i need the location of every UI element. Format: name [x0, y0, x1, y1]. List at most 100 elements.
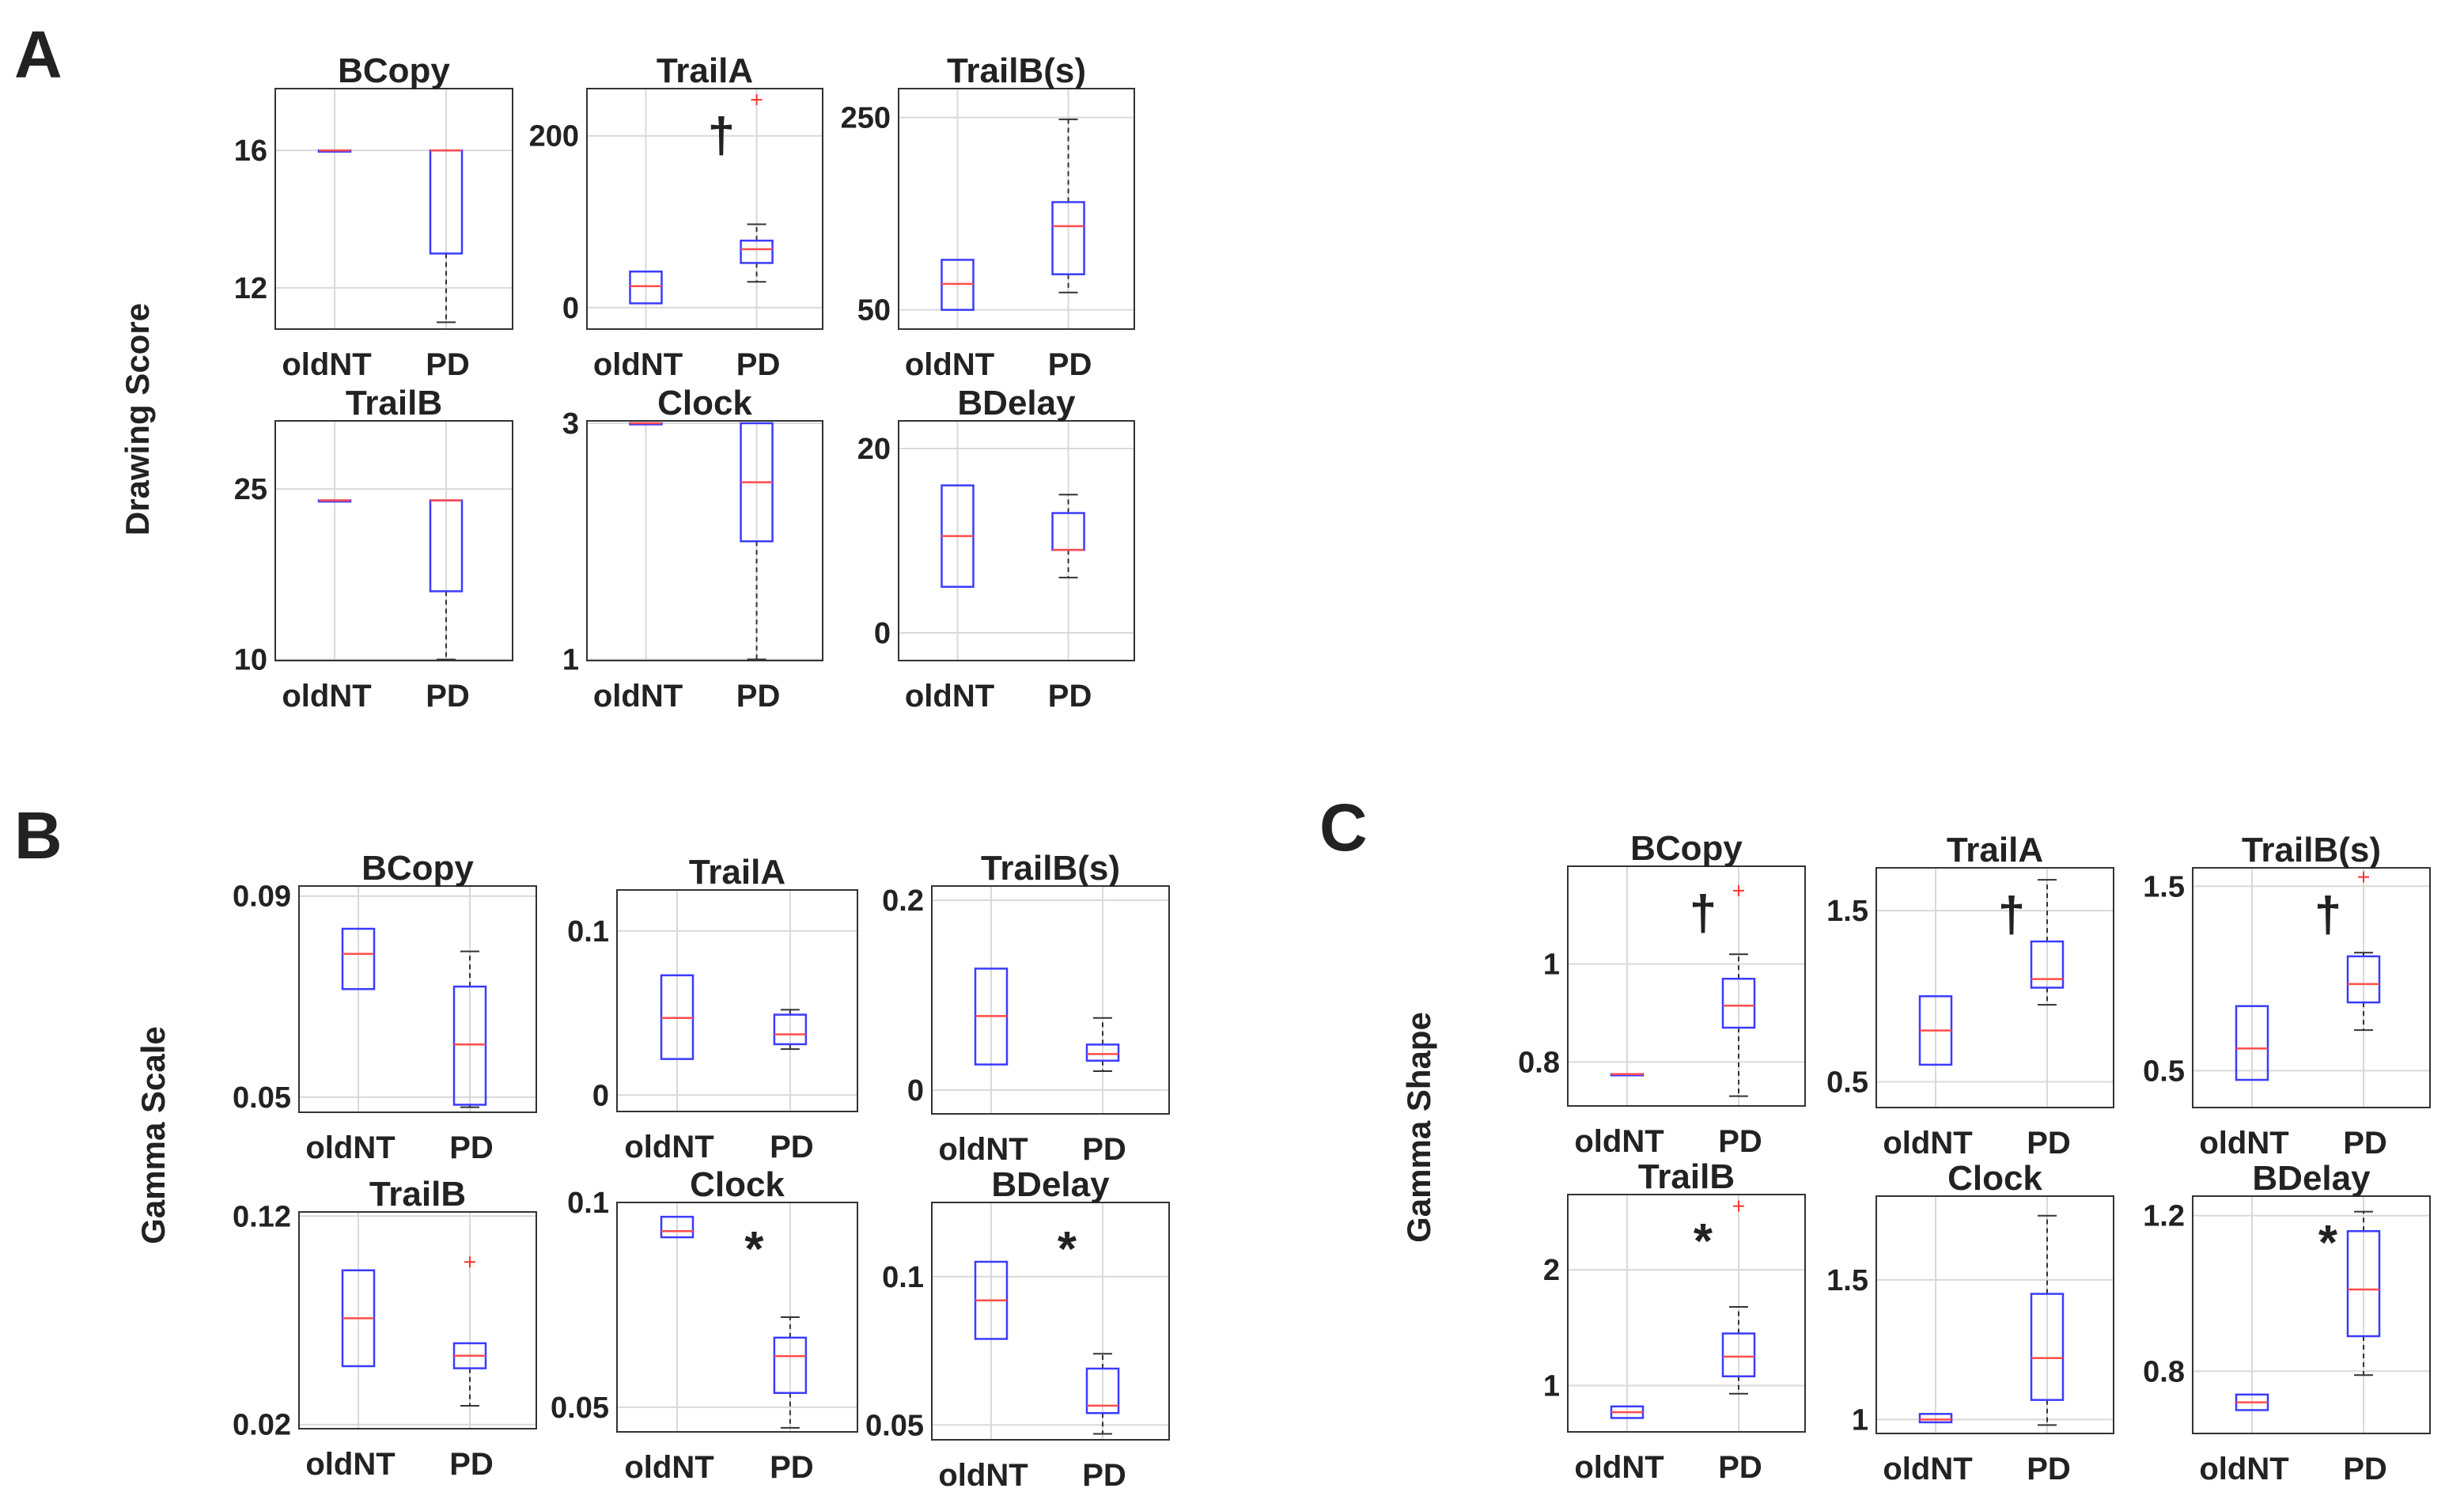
x-category-label: PD	[449, 1447, 494, 1482]
subplot-title: TrailB	[1638, 1157, 1735, 1196]
subplot-title: Clock	[657, 384, 752, 422]
box-oldnt	[629, 271, 663, 305]
box-pd	[2346, 1230, 2381, 1338]
outlier-pd	[1733, 1200, 1744, 1212]
significance-marker: †	[1690, 886, 1716, 941]
x-category-label: PD	[1718, 1450, 1762, 1485]
x-category-label: oldNT	[905, 679, 994, 714]
outlier-pd	[751, 94, 763, 106]
box-pd	[2346, 955, 2381, 1004]
box-pd	[740, 239, 774, 264]
box-oldnt	[2235, 1005, 2269, 1081]
axes-frame	[586, 88, 823, 330]
box-pd	[2030, 940, 2065, 989]
y-tick-label: 1.5	[2143, 870, 2185, 903]
axes-frame	[1567, 1194, 1806, 1433]
significance-marker: †	[1998, 888, 2025, 942]
axes-frame	[1875, 867, 2114, 1108]
box-pd	[1085, 1043, 1120, 1062]
y-tick-label: 0.8	[2143, 1355, 2185, 1388]
x-category-label: oldNT	[938, 1458, 1028, 1492]
subplot-b-bdelay: 0.05 0.1 oldNT PD BDelay *	[865, 1165, 1170, 1492]
x-category-label: PD	[1718, 1124, 1762, 1159]
subplot-c-trailb: 1 2 oldNT PD TrailB *	[1543, 1157, 1806, 1485]
y-tick-label: 0.5	[2143, 1055, 2185, 1088]
x-category-label: oldNT	[2199, 1126, 2288, 1161]
subplot-b-trailb-s-: 0 0.2 oldNT PD TrailB(s)	[882, 849, 1170, 1167]
box-oldnt	[660, 1215, 695, 1239]
subplot-title: TrailA	[657, 51, 753, 90]
x-category-label: PD	[2027, 1452, 2071, 1486]
axes-frame	[586, 420, 823, 661]
significance-marker: *	[1058, 1222, 1077, 1277]
x-category-label: oldNT	[282, 679, 371, 714]
subplot-title: TrailA	[689, 853, 785, 892]
x-category-label: PD	[736, 679, 781, 714]
subplot-title: Clock	[1947, 1159, 2042, 1198]
y-tick-label: 20	[857, 433, 891, 466]
subplot-c-trailb-s-: 0.5 1.5 oldNT PD TrailB(s) †	[2143, 831, 2431, 1161]
x-category-label: PD	[2343, 1126, 2387, 1161]
subplot-b-clock: 0.05 0.1 oldNT PD Clock *	[551, 1165, 858, 1485]
axes-frame	[931, 1202, 1170, 1441]
y-tick-label: 2	[1543, 1254, 1560, 1287]
x-category-label: PD	[426, 679, 470, 714]
x-category-label: oldNT	[1883, 1126, 1972, 1161]
subplot-title: BCopy	[1630, 829, 1743, 868]
x-category-label: PD	[2027, 1126, 2071, 1161]
x-category-label: PD	[2343, 1452, 2387, 1486]
box-pd	[1721, 977, 1756, 1029]
axes-frame	[616, 1202, 858, 1433]
ylabel-drawing-score: Drawing Score	[119, 303, 156, 536]
y-tick-label: 3	[562, 407, 579, 441]
y-tick-label: 16	[234, 134, 267, 168]
x-category-label: oldNT	[282, 347, 371, 382]
x-category-label: oldNT	[305, 1447, 395, 1482]
x-category-label: oldNT	[593, 347, 683, 382]
y-tick-label: 1.2	[2143, 1200, 2185, 1233]
significance-marker: †	[2314, 888, 2341, 942]
y-tick-label: 0.1	[567, 915, 609, 949]
x-category-label: oldNT	[905, 347, 994, 382]
axes-frame	[898, 420, 1135, 661]
outlier-pd	[464, 1256, 475, 1268]
y-tick-label: 0	[592, 1079, 609, 1112]
box-oldnt	[341, 927, 376, 990]
x-category-label: PD	[1048, 347, 1092, 382]
subplot-title: BDelay	[991, 1165, 1110, 1204]
x-category-label: PD	[426, 347, 470, 382]
y-tick-label: 0.02	[233, 1409, 291, 1442]
subplot-a-trailb-s-: 50 250 oldNT PD TrailB(s)	[841, 51, 1135, 382]
subplot-a-clock: 1 3 oldNT PD Clock	[562, 384, 823, 714]
x-category-label: PD	[449, 1130, 494, 1165]
axes-frame	[274, 420, 513, 661]
outlier-pd	[1733, 884, 1744, 896]
panel-letter-a: A	[14, 17, 62, 92]
panel-letter-c: C	[1319, 790, 1368, 865]
axes-frame	[274, 88, 513, 330]
x-category-label: oldNT	[593, 679, 683, 714]
y-tick-label: 50	[857, 294, 891, 328]
box-pd	[2030, 1293, 2065, 1401]
subplot-title: TrailB(s)	[2242, 831, 2381, 869]
axes-frame	[931, 885, 1170, 1115]
x-category-label: PD	[1048, 679, 1092, 714]
axes-frame	[1567, 865, 1806, 1107]
box-pd	[773, 1336, 808, 1395]
significance-marker: *	[744, 1222, 764, 1277]
ylabel-gamma-shape: Gamma Shape	[1400, 1012, 1437, 1243]
significance-marker: *	[2318, 1216, 2338, 1270]
subplot-b-bcopy: 0.05 0.09 oldNT PD BCopy	[233, 849, 537, 1165]
y-tick-label: 0.1	[567, 1187, 609, 1220]
y-tick-label: 1	[1543, 1369, 1560, 1403]
box-pd	[1051, 201, 1085, 275]
x-category-label: PD	[1082, 1458, 1126, 1492]
x-category-label: PD	[736, 347, 781, 382]
subplot-a-bdelay: 0 20 oldNT PD BDelay	[857, 384, 1135, 714]
x-category-label: oldNT	[305, 1130, 395, 1165]
subplot-c-clock: 1 1.5 oldNT PD Clock	[1826, 1159, 2114, 1486]
subplot-b-traila: 0 0.1 oldNT PD TrailA	[567, 853, 858, 1164]
box-oldnt	[1918, 1413, 1953, 1424]
x-category-label: oldNT	[1574, 1124, 1663, 1159]
